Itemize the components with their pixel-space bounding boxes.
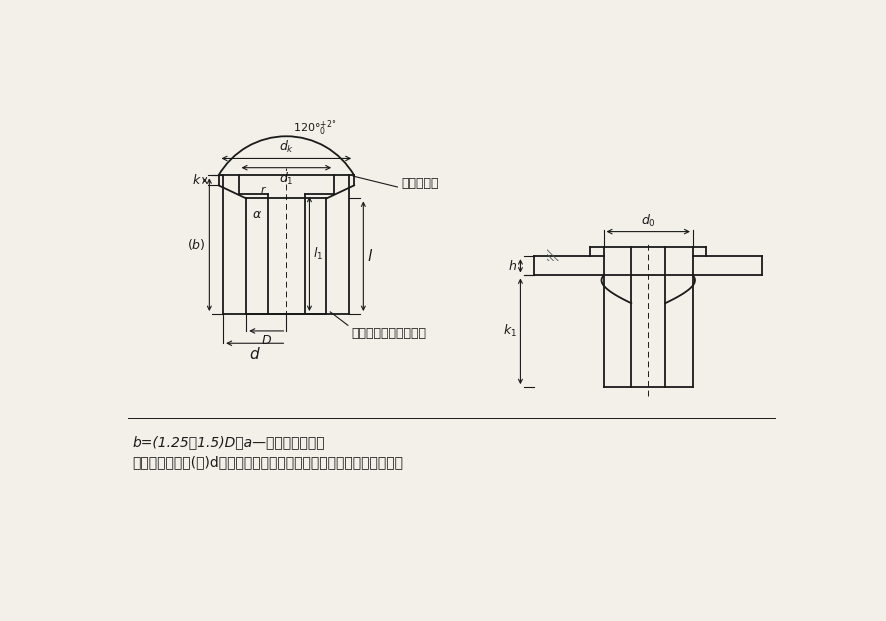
- Polygon shape: [326, 186, 354, 199]
- Polygon shape: [602, 276, 631, 387]
- Polygon shape: [590, 247, 602, 256]
- Text: $d$: $d$: [249, 347, 260, 362]
- Text: 允许在支承面和(或)d圆周表面制出花纹，其型式与尺寸由制造者确定。: 允许在支承面和(或)d圆周表面制出花纹，其型式与尺寸由制造者确定。: [132, 455, 403, 469]
- Text: $D$: $D$: [260, 334, 271, 347]
- Polygon shape: [692, 247, 705, 256]
- Text: $h$: $h$: [508, 259, 517, 273]
- Text: $d_0$: $d_0$: [640, 212, 655, 229]
- Polygon shape: [305, 199, 326, 314]
- Text: $k_1$: $k_1$: [502, 324, 517, 339]
- Text: 末端型式由制造者确定: 末端型式由制造者确定: [352, 327, 426, 340]
- Text: $l_1$: $l_1$: [312, 246, 323, 262]
- Text: 120°$^{+2°}_{0}$: 120°$^{+2°}_{0}$: [292, 119, 336, 138]
- Polygon shape: [664, 276, 692, 387]
- Text: 圆的或平的: 圆的或平的: [401, 176, 439, 189]
- Polygon shape: [218, 175, 238, 186]
- Text: $k$: $k$: [191, 173, 201, 188]
- Polygon shape: [334, 175, 354, 186]
- Polygon shape: [692, 256, 761, 276]
- Polygon shape: [246, 199, 268, 314]
- Polygon shape: [533, 256, 602, 276]
- Text: $d_1$: $d_1$: [279, 171, 293, 187]
- Text: $(b)$: $(b)$: [187, 237, 206, 252]
- Polygon shape: [218, 186, 246, 199]
- Text: b=(1.25～1.5)D；a—由制造者确定；: b=(1.25～1.5)D；a—由制造者确定；: [132, 435, 324, 449]
- Text: $r$: $r$: [260, 184, 267, 195]
- Text: $d_k$: $d_k$: [278, 139, 293, 155]
- Text: $\alpha$: $\alpha$: [253, 208, 262, 220]
- Text: $l$: $l$: [367, 248, 373, 265]
